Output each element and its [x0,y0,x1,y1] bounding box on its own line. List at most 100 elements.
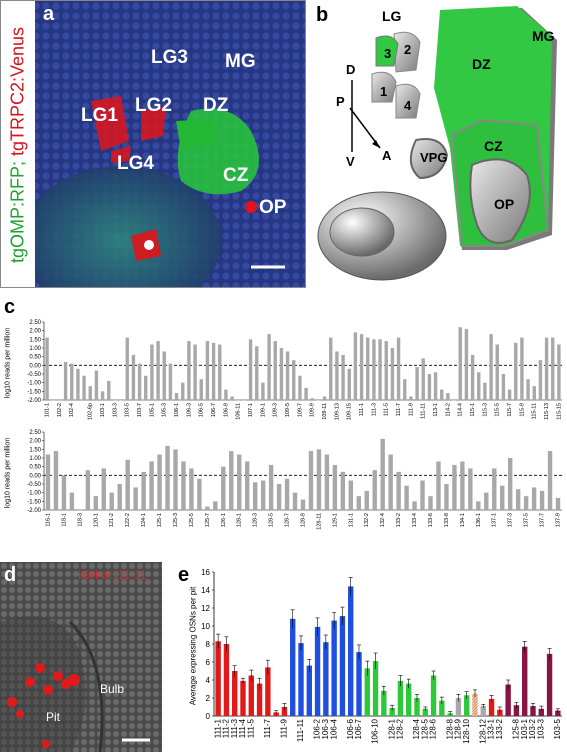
axis-v: V [346,154,355,169]
chart2-bar [237,454,242,510]
chart2-xtick: 128-3 [253,513,259,527]
chart1-ytick: 2.50 [29,320,41,326]
chart1-bar [329,337,333,400]
label-b-lg: LG [382,8,402,24]
chart1-xtick: 115-1 [470,403,476,417]
chart2-ytick: -2.00 [27,508,41,514]
chart1-bar [347,368,351,400]
chart2-xtick: 125-3 [173,513,179,527]
chart2-bar [117,484,122,510]
chart1-bar [483,382,487,400]
chart3-xtick: 103-2 [528,718,537,739]
panel-letter-c: c [4,296,16,318]
chart1-xtick: 105-1 [149,403,155,417]
chart3-bar [256,683,263,716]
chart1-bar [82,375,86,400]
chart3-xtick: 106-10 [371,718,380,743]
chart1-bar [150,344,154,400]
chart1-bar [230,396,234,400]
chart1-xtick: 106-5 [199,403,205,417]
chart2-xtick: 129-1 [332,513,338,527]
chart2-bar [396,471,401,510]
chart1-bar [415,367,419,400]
chart2-xtick: 133-2 [396,513,402,527]
panel-letter-a: a [43,3,55,25]
chart2-bar [508,458,513,510]
chart2-bar [205,506,210,510]
chart2-bar [45,454,51,510]
chart1-xtick: 114-4 [458,403,464,417]
chart3-bar [546,653,553,716]
chart1-svg: 2.50 2.00 1.50 1.00 0.50 0.00 -0.50 -1.00 -1.50 -… [27,320,562,420]
chart1-bar [174,393,179,400]
chart1-bar [421,358,425,400]
chart1-bar [409,396,413,400]
chart1-bar [57,400,62,401]
chart3-bar [323,642,329,716]
chart1-bar [384,341,388,400]
chart1-bar [94,370,99,400]
chart3-xtick: 111-11 [296,718,305,742]
chart3-bar [265,667,271,716]
chart3-bar [356,652,362,716]
chart1-bar [285,351,290,400]
chart2-ytick: -0.50 [27,482,41,488]
chart3-bar [414,698,420,716]
chart3-bar [298,643,304,716]
chart3-ylabel: Average expressing OSNs per pit [188,586,198,706]
chart3-bar [455,698,462,716]
chart1-bar [211,342,216,400]
chart2-bar [452,464,457,510]
chart1-bar [489,334,493,400]
label-b-op: OP [494,196,515,212]
chart1-bar [544,337,549,400]
chart1-xtick: 109-13 [334,403,340,420]
chart1-xtick: 111-3 [371,403,377,416]
chart1-xtick: 115-11 [532,403,538,419]
chart1-xtick: 106-3 [186,403,192,417]
chart1-bar [273,341,277,400]
chart1-bar [144,375,148,400]
label-op: OP [259,197,287,218]
chart3-bar [555,710,561,716]
chart1-bar [526,379,530,400]
chart2-svg: 2.50 2.00 1.50 1.00 0.50 0.00 -0.50 -1.00 -1.50 -… [27,430,562,530]
chart3-xtick: 128-8 [445,718,454,739]
chart1-bar [390,348,395,400]
label-b-4: 4 [404,98,412,113]
chart1-bar [557,344,561,400]
chart1-bar [440,389,444,400]
chart1-ytick: 1.50 [29,337,41,343]
chart1-xtick: 106-1 [174,403,180,417]
chart1-bar [76,368,80,400]
chart3-xtick: 128-10 [462,718,471,743]
chart3-bar [464,695,470,716]
panel-a-micrograph: tgOMP:RFP; tgTRPC2:Venus a LG3 MG LG1 LG… [0,0,306,288]
chart1-xtick: 115-7 [507,403,513,417]
chart3-bar [422,708,428,716]
chart1-bar [51,400,55,401]
chart2-bar [484,492,489,510]
chart1-bar [532,386,536,400]
chart1-bar [45,337,49,400]
chart1-xtick: 109-9 [310,403,316,417]
chart1-xtick: 115-9 [519,403,525,417]
chart1-bar [366,337,370,400]
chart2-bar [284,478,290,510]
chart3-bar [406,683,412,716]
chart3-bar [240,680,246,716]
chart2-bar [213,501,218,510]
axis-a: A [382,148,392,163]
chart2-xtick: 128-7 [285,513,291,527]
chart1-bar [137,363,142,400]
chart1-bar [335,351,339,400]
chart3-bar [522,646,528,716]
chart2-bar [165,445,170,510]
chart2-ytick: 0.00 [29,473,41,479]
chart2-bar [252,482,258,510]
chart3-ytick: 14 [201,586,210,595]
chart3-xtick: 106-6 [346,718,355,739]
chart1-xtick: 105-3 [162,403,168,417]
pit-label: Pit [46,710,61,724]
chart2-ytick: 1.00 [29,456,41,462]
